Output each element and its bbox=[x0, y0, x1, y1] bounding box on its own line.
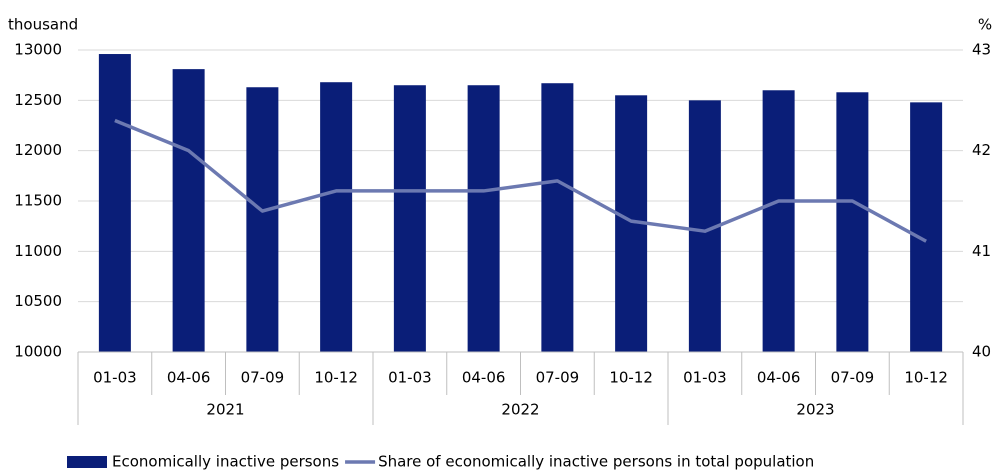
y2-axis-label: % bbox=[978, 16, 992, 34]
bar bbox=[762, 90, 795, 353]
y-tick-label: 10500 bbox=[14, 292, 62, 310]
x-tick-label: 07-09 bbox=[536, 369, 580, 387]
bar bbox=[836, 92, 869, 352]
line bbox=[114, 118, 927, 243]
y-tick-label: 11000 bbox=[14, 242, 62, 260]
y-tick-label: 12500 bbox=[14, 91, 62, 109]
x-tick-label: 07-09 bbox=[241, 369, 285, 387]
y2-tick-label: 43 bbox=[972, 41, 991, 59]
y-tick-label: 13000 bbox=[14, 41, 62, 59]
y2-tick-label: 42 bbox=[972, 141, 991, 159]
y2-tick-label: 40 bbox=[972, 343, 991, 361]
x-tick-label: 04-06 bbox=[167, 369, 211, 387]
bar bbox=[172, 69, 205, 353]
group-label: 2021 bbox=[206, 401, 244, 419]
x-tick-label: 04-06 bbox=[757, 369, 801, 387]
x-tick-label: 01-03 bbox=[683, 369, 727, 387]
y-tick-label: 11500 bbox=[14, 192, 62, 210]
y-tick-label: 12000 bbox=[14, 141, 62, 159]
bar bbox=[910, 102, 943, 352]
bar bbox=[393, 85, 426, 352]
x-tick-label: 10-12 bbox=[314, 369, 358, 387]
bar bbox=[320, 82, 353, 353]
x-tick-label: 04-06 bbox=[462, 369, 506, 387]
bar bbox=[98, 54, 131, 352]
group-label: 2023 bbox=[796, 401, 834, 419]
legend-label: Economically inactive persons bbox=[112, 453, 339, 471]
y2-tick-label: 41 bbox=[972, 242, 991, 260]
legend-label: Share of economically inactive persons i… bbox=[378, 453, 814, 471]
bar bbox=[246, 87, 279, 352]
bar bbox=[467, 85, 500, 352]
y-tick-label: 10000 bbox=[14, 343, 62, 361]
x-tick-label: 07-09 bbox=[831, 369, 875, 387]
x-tick-label: 10-12 bbox=[609, 369, 653, 387]
y-axis-label: thousand bbox=[8, 16, 78, 34]
x-tick-label: 01-03 bbox=[93, 369, 137, 387]
legend-swatch bbox=[67, 456, 107, 468]
x-tick-label: 10-12 bbox=[904, 369, 948, 387]
x-tick-label: 01-03 bbox=[388, 369, 432, 387]
bar bbox=[541, 83, 574, 352]
group-label: 2022 bbox=[501, 401, 539, 419]
